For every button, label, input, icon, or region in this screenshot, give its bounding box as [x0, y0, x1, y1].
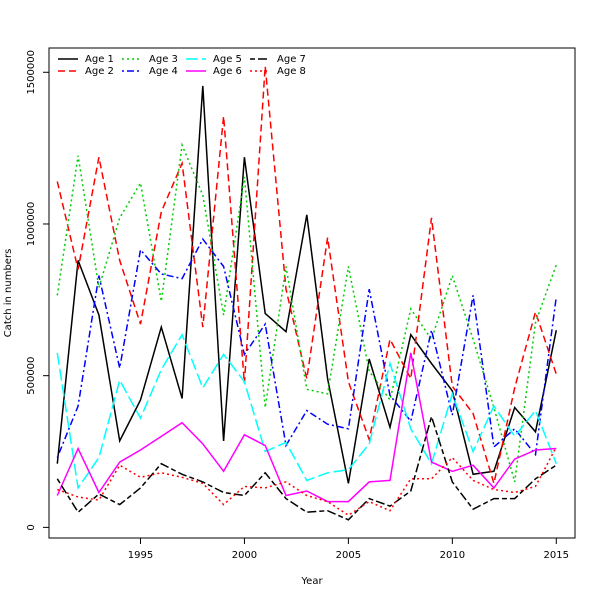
x-tick-label-2015: 2015 [544, 550, 569, 561]
y-axis-title: Catch in numbers [3, 249, 14, 338]
legend-label-age-5: Age 5 [213, 54, 242, 65]
series-line-age-8 [57, 446, 557, 517]
x-axis: 1995 2000 2005 2010 2015 [128, 538, 569, 561]
series-line-age-2 [56, 66, 558, 484]
y-tick-label-0: 0 [26, 524, 37, 530]
legend-label-age-2: Age 2 [85, 66, 114, 77]
x-tick-label-2010: 2010 [440, 550, 465, 561]
y-tick-label-1000000: 1000000 [26, 202, 37, 247]
x-axis-title: Year [300, 576, 323, 587]
series-line-age-1 [56, 85, 558, 484]
legend-label-age-4: Age 4 [149, 66, 178, 77]
series-line-age-3 [56, 142, 558, 483]
series-line-age-6 [56, 352, 557, 503]
series-line-age-5 [56, 332, 557, 490]
x-tick-label-1995: 1995 [128, 550, 153, 561]
legend-label-age-3: Age 3 [149, 54, 178, 65]
y-tick-label-1500000: 1500000 [26, 50, 37, 95]
x-tick-label-2000: 2000 [232, 550, 257, 561]
legend-label-age-8: Age 8 [277, 66, 306, 77]
series-line-age-4 [56, 237, 558, 458]
y-axis: 0 500000 1000000 1500000 [26, 50, 49, 531]
series-line-age-7 [56, 413, 557, 521]
x-tick-label-2005: 2005 [336, 550, 361, 561]
legend-label-age-1: Age 1 [85, 54, 114, 65]
legend-label-age-6: Age 6 [213, 66, 242, 77]
y-tick-label-500000: 500000 [26, 357, 37, 395]
series-lines [56, 66, 558, 521]
plot-frame [48, 47, 576, 539]
legend-label-age-7: Age 7 [277, 54, 306, 65]
